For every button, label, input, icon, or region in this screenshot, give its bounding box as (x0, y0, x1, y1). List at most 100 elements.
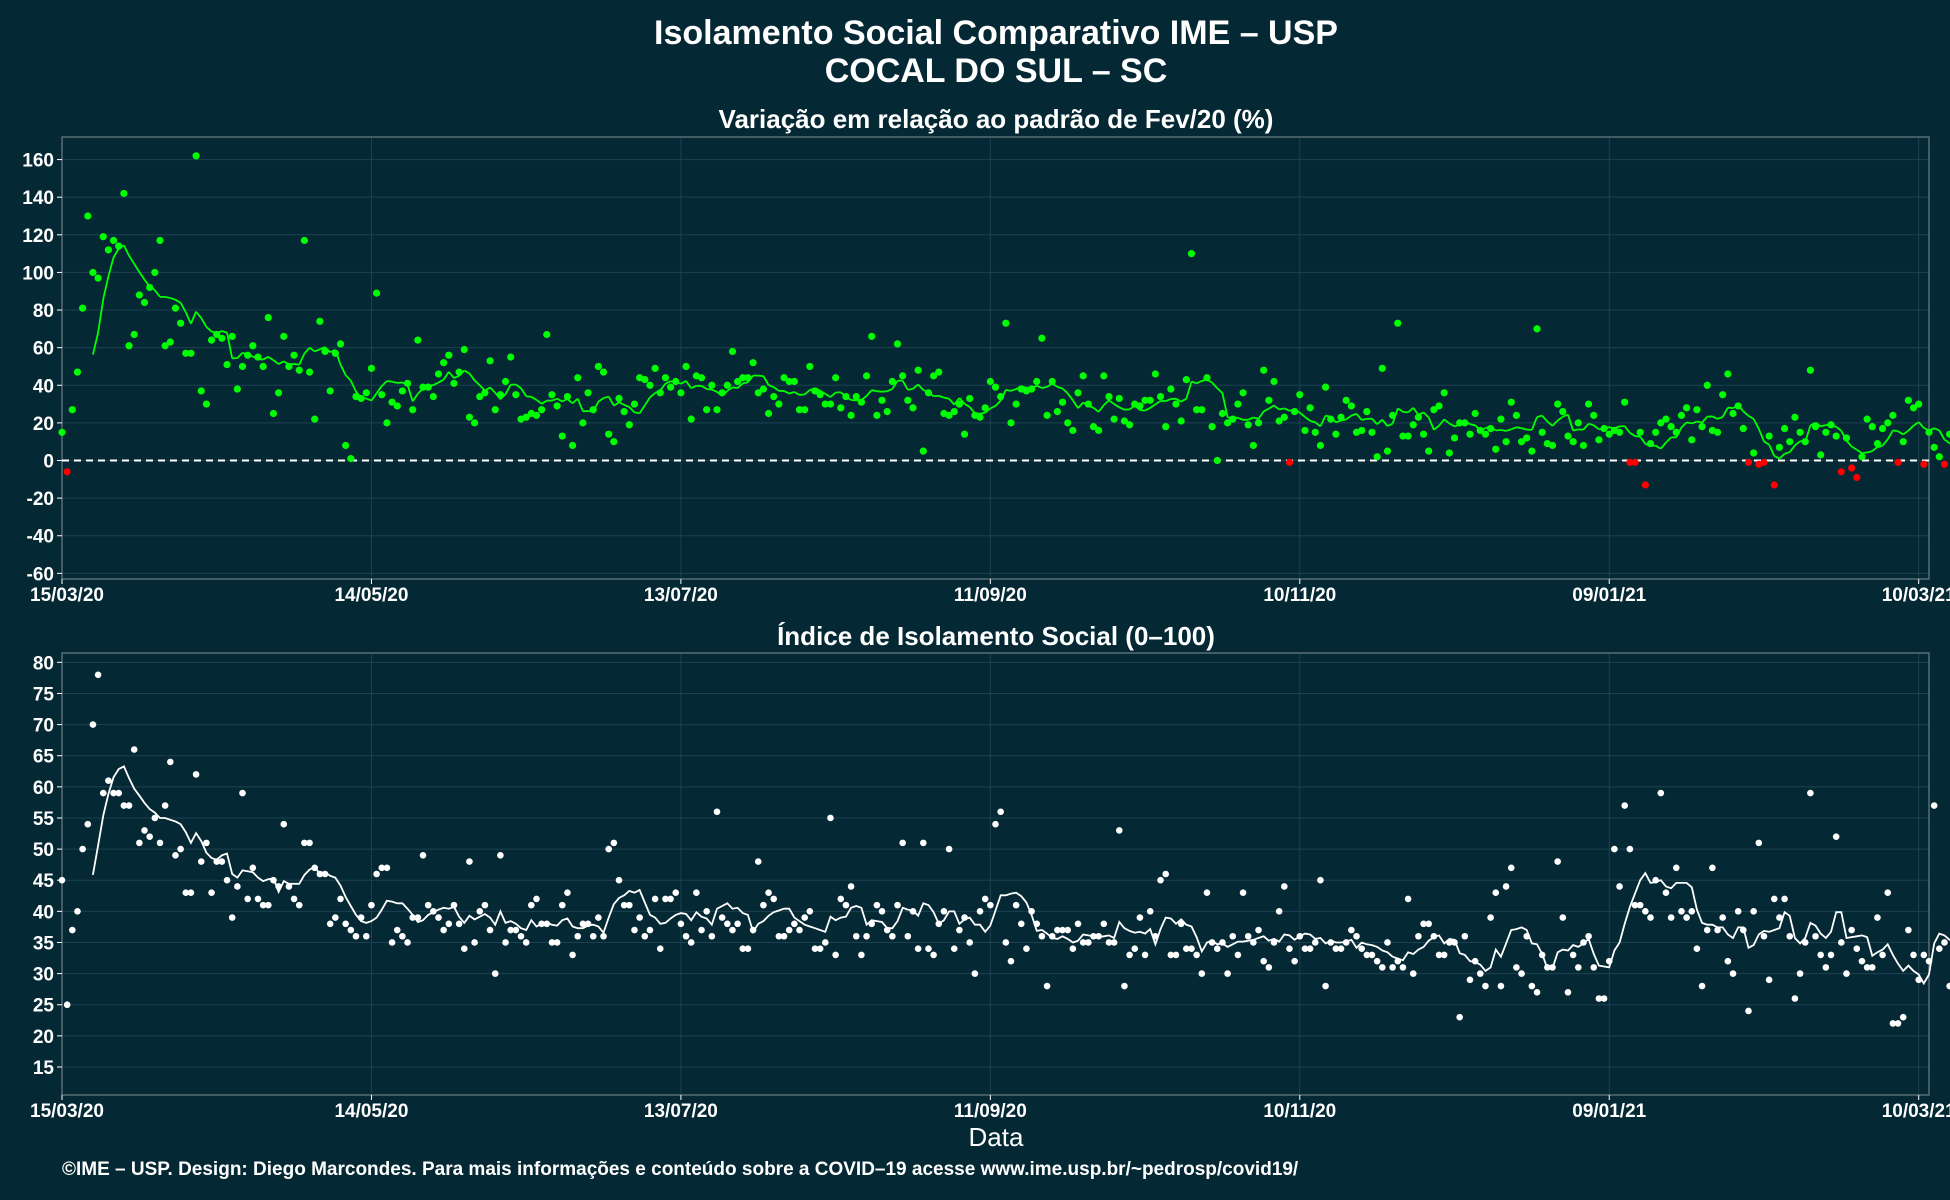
trend-line-segment (1820, 424, 1827, 428)
data-point (992, 820, 999, 828)
data-point (1703, 381, 1711, 389)
data-point (1796, 970, 1804, 977)
trend-line-segment (1247, 416, 1254, 421)
data-point (1920, 951, 1928, 959)
data-point (1321, 383, 1330, 391)
trend-line-segment (711, 388, 718, 393)
trend-line-segment (1510, 426, 1517, 431)
data-point (532, 411, 541, 419)
data-point (491, 970, 499, 977)
data-point (1636, 428, 1644, 436)
data-point (1652, 876, 1659, 884)
data-point (1064, 419, 1072, 427)
data-point (1316, 441, 1325, 450)
data-point (1461, 932, 1469, 940)
data-point (1461, 419, 1469, 427)
data-point (672, 889, 680, 896)
trend-line-segment (442, 371, 450, 381)
data-point (852, 392, 860, 401)
data-point (1435, 951, 1443, 959)
trend-line-segment (350, 380, 357, 392)
data-point (84, 820, 92, 828)
y-tick-label: 80 (33, 301, 54, 322)
trend-line-segment (1531, 416, 1538, 431)
trend-line-segment (1768, 444, 1776, 457)
trend-line-segment (1835, 425, 1842, 432)
data-point (1574, 964, 1582, 971)
y-tick-label: 160 (22, 151, 54, 172)
data-point (125, 802, 133, 809)
data-point (393, 402, 401, 410)
data-point (909, 404, 917, 412)
data-point (1729, 970, 1737, 977)
data-point (625, 421, 633, 429)
data-point (249, 342, 257, 350)
data-point (950, 408, 958, 416)
data-point (615, 876, 623, 884)
data-point (1739, 424, 1747, 433)
trend-line-segment (1938, 429, 1946, 440)
data-point (708, 381, 716, 389)
trend-line-segment (618, 401, 625, 406)
data-point (589, 932, 597, 940)
data-point (1621, 802, 1629, 809)
trend-line-segment (1907, 424, 1915, 432)
trend-line-segment (1856, 449, 1863, 454)
data-point (1260, 957, 1267, 965)
data-point (295, 366, 303, 374)
trend-line-segment (1407, 407, 1414, 414)
data-point (120, 802, 128, 809)
data-point (1523, 434, 1531, 442)
data-point (481, 389, 489, 397)
data-point (703, 908, 710, 915)
data-point (759, 385, 768, 393)
data-point (780, 374, 788, 382)
data-point (919, 447, 927, 455)
data-point (507, 926, 514, 934)
data-point (1884, 889, 1892, 896)
data-point (1770, 481, 1778, 489)
data-point (497, 852, 504, 859)
trend-line-segment (468, 372, 476, 381)
data-point (538, 406, 546, 414)
trend-line-segment (628, 406, 636, 414)
data-point (1894, 458, 1902, 466)
trend-line-segment (1314, 421, 1321, 428)
data-point (661, 374, 670, 382)
trend-line-segment (1886, 429, 1894, 440)
data-point (687, 415, 695, 423)
trend-line-segment (1495, 428, 1502, 432)
panel-1-plot: -60 -40 -20 0 20 40 60 80 100 120 140 160 15/03/20 14… (22, 136, 1950, 606)
data-point (1074, 389, 1082, 397)
data-point (1156, 392, 1165, 401)
data-point (1693, 945, 1701, 953)
trend-line-segment (190, 311, 197, 325)
trend-line-segment (530, 396, 537, 401)
trend-line-segment (556, 397, 563, 403)
trend-line-segment (742, 381, 749, 385)
data-point (749, 359, 757, 367)
y-tick-label: 45 (33, 871, 55, 892)
data-point (342, 920, 349, 928)
data-point (1863, 415, 1871, 423)
x-tick-label: 10/11/20 (1263, 1101, 1336, 1122)
data-point (569, 951, 576, 959)
data-point (207, 336, 216, 344)
data-point (1249, 441, 1257, 450)
data-point (1497, 415, 1505, 423)
data-point (1208, 939, 1216, 946)
data-point (259, 901, 267, 909)
data-point (476, 908, 484, 915)
x-tick-label: 09/01/21 (1572, 1101, 1646, 1122)
data-point (1213, 456, 1221, 465)
data-point (171, 304, 180, 312)
data-point (136, 839, 143, 847)
data-point (1244, 421, 1252, 429)
data-point (873, 901, 881, 909)
data-point (146, 283, 154, 292)
data-point (734, 377, 742, 386)
data-point (620, 408, 628, 416)
data-point (1136, 402, 1144, 410)
data-point (1043, 411, 1051, 419)
data-point (1394, 957, 1402, 965)
